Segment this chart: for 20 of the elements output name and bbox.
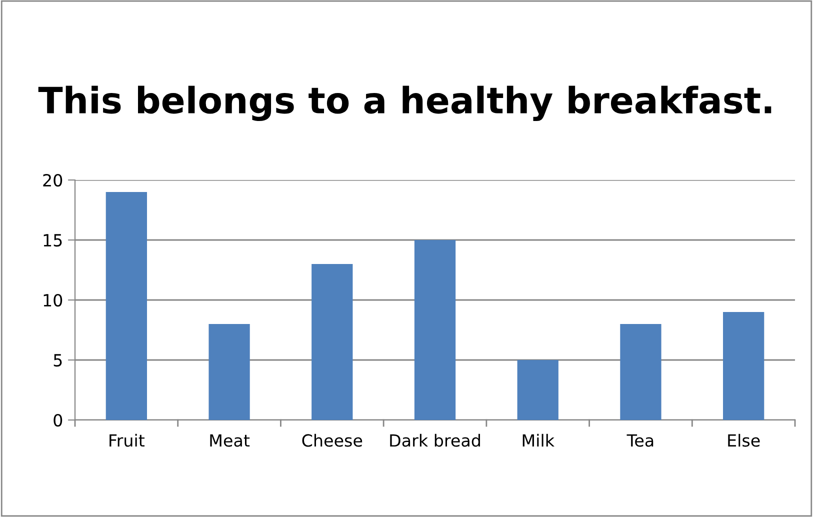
bar: [620, 324, 662, 420]
y-tick-label: 20: [43, 174, 62, 187]
bar: [106, 192, 147, 420]
y-tick-label: 5: [54, 354, 62, 367]
bar: [414, 240, 456, 420]
bar: [517, 360, 558, 420]
bar: [723, 312, 764, 420]
x-tick-label: Dark bread: [390, 434, 480, 447]
x-tick-label: Else: [728, 434, 760, 447]
y-tick-label: 15: [44, 234, 62, 247]
x-tick-label: Cheese: [302, 434, 362, 447]
x-tick-label: Tea: [626, 434, 654, 447]
x-tick-label: Meat: [210, 434, 250, 447]
bar: [208, 324, 250, 420]
chart-title: This belongs to a healthy breakfast.: [38, 86, 772, 122]
y-tick-label: 0: [54, 414, 62, 427]
x-tick-label: Milk: [522, 434, 554, 447]
bar: [312, 264, 353, 420]
y-tick-label: 10: [44, 294, 62, 307]
x-tick-label: Fruit: [110, 434, 145, 447]
